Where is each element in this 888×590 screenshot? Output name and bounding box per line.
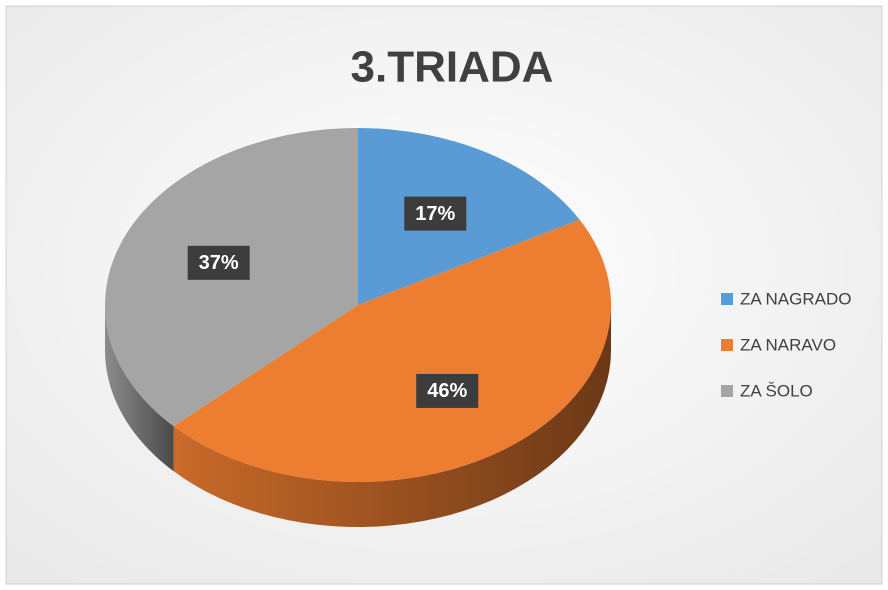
data-label-box (187, 245, 250, 280)
data-label: 46% (427, 380, 467, 402)
slice (173, 219, 612, 482)
data-label-box (404, 196, 467, 231)
chart-title: 3.TRIADA (351, 43, 554, 92)
slice-side-shade (105, 305, 174, 472)
pie-tops (105, 128, 612, 482)
legend-swatch (721, 293, 733, 305)
pie-sides (105, 305, 612, 527)
legend-swatch (721, 339, 733, 351)
data-label: 37% (199, 252, 239, 274)
data-label: 17% (415, 203, 455, 225)
legend: ZA NAGRADO ZA NARAVO ZA ŠOLO (721, 289, 851, 400)
slice (358, 128, 580, 305)
data-label-box (416, 373, 479, 408)
legend-swatch (721, 385, 733, 397)
legend-label: ZA NARAVO (740, 335, 836, 354)
slice-side-shade (173, 305, 612, 527)
data-labels: 17% 46% 37% (187, 196, 479, 408)
legend-label: ZA ŠOLO (740, 381, 813, 400)
legend-label: ZA NAGRADO (740, 289, 851, 308)
